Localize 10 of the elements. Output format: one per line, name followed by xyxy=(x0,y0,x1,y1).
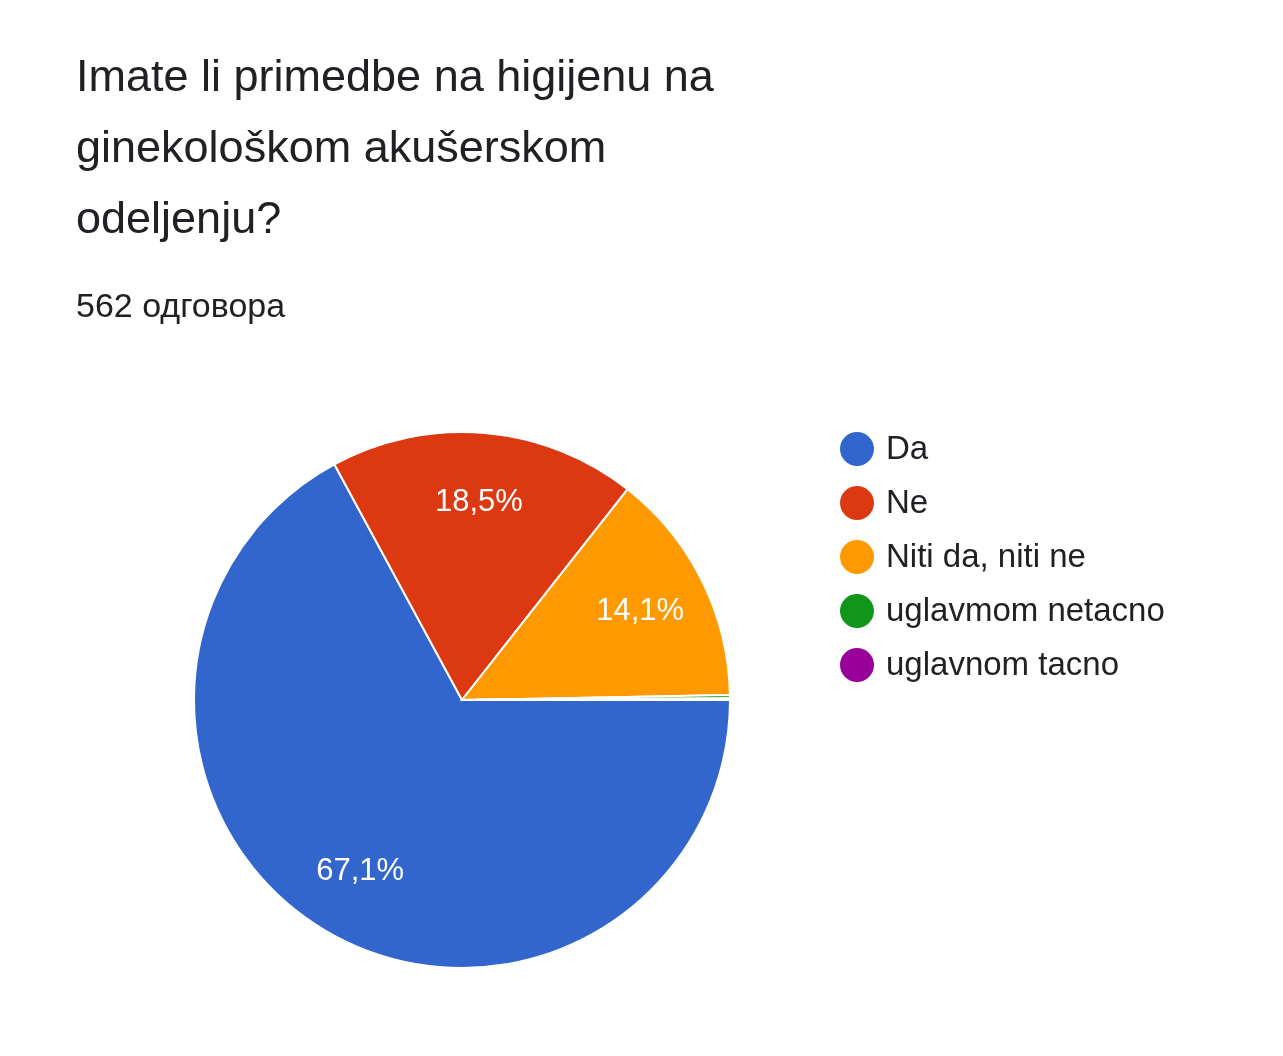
legend-label: Niti da, niti ne xyxy=(886,537,1086,574)
legend-label: uglavmom netacno xyxy=(886,591,1165,628)
chart-title: Imate li primedbe na higijenu na ginekološkom akušerskom odeljenju? xyxy=(76,50,715,243)
legend-label: uglavnom tacno xyxy=(886,645,1119,682)
data-label: 18,5% xyxy=(434,482,523,518)
legend-label: Da xyxy=(886,429,929,466)
data-label: 14,1% xyxy=(596,592,685,628)
legend-label: Ne xyxy=(886,483,929,520)
data-label: 67,1% xyxy=(316,851,405,887)
chart-subtitle: 562 одговора xyxy=(76,286,286,324)
